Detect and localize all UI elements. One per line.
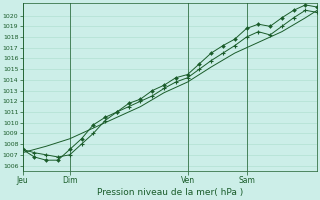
X-axis label: Pression niveau de la mer( hPa ): Pression niveau de la mer( hPa ): [97, 188, 243, 197]
